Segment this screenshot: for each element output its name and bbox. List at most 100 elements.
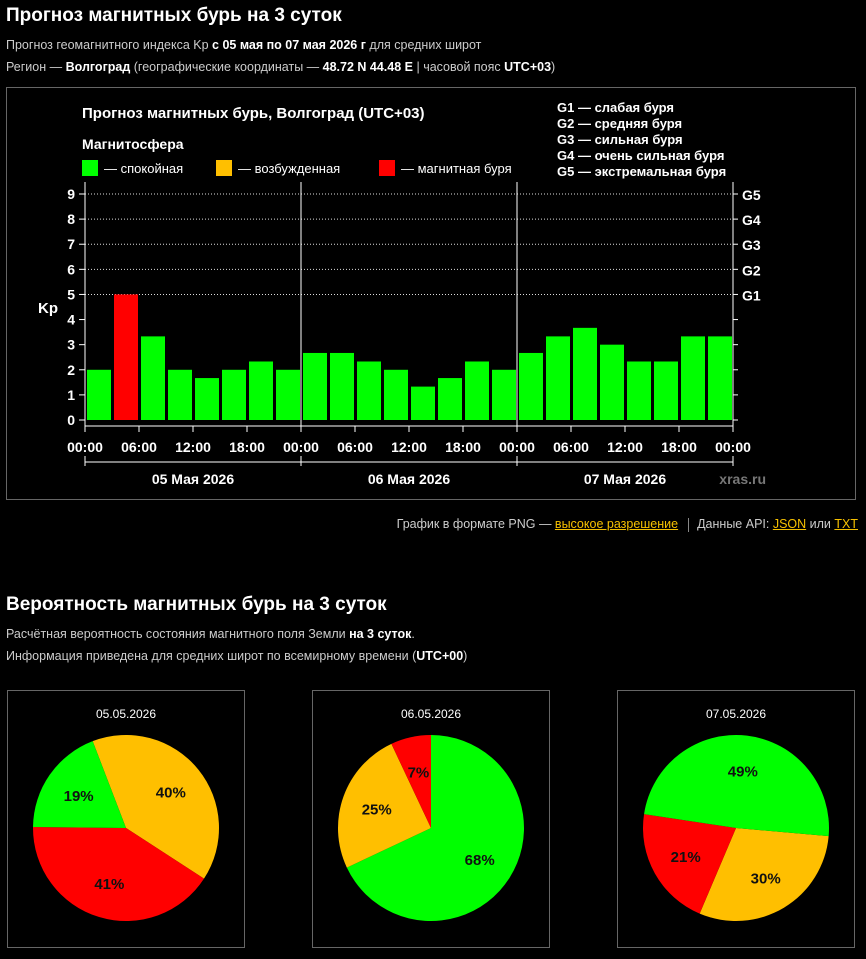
g-legend-item: G1 — слабая буря [557,100,674,115]
x-tick-label: 00:00 [715,439,751,455]
pie-date: 05.05.2026 [95,707,157,721]
pie-slice [33,741,126,828]
g-scale-label: G1 [742,287,761,303]
high-res-link[interactable]: высокое разрешение [554,517,679,531]
y-tick-label: 6 [67,261,75,277]
kp-bar [114,294,138,420]
kp-bar [249,361,273,420]
legend-swatch [379,160,395,176]
png-label: График в формате PNG — [396,517,555,531]
y-tick-label: 9 [67,186,75,202]
timezone: UTC+03 [504,60,552,74]
pie-slice [338,743,431,868]
x-tick-label: 18:00 [229,439,265,455]
legend-label: — магнитная буря [401,161,512,176]
prob-text: ) [463,649,468,663]
y-tick-label: 5 [67,286,75,302]
region-text: (географические координаты — [130,60,323,74]
pie-chart: 68% 25% 7% [338,735,524,921]
page-title: Прогноз магнитных бурь на 3 суток [6,5,342,26]
probability-line-2: Информация приведена для средних широт п… [6,649,467,663]
x-tick-label: 06:00 [337,439,373,455]
kp-bar [546,336,570,420]
kp-bar [141,336,165,420]
pie-label: 40% [156,785,186,802]
kp-chart-svg: Прогноз магнитных бурь, Волгоград (UTC+0… [38,100,766,487]
links-divider [688,517,690,532]
pie-card-day-1: 05.05.2026 40% 41% 19% [7,690,245,948]
kp-bar [303,352,327,420]
prob-period: на 3 суток [349,627,412,641]
kp-bar [654,361,678,420]
json-link[interactable]: JSON [772,517,807,531]
g-legend-item: G5 — экстремальная буря [557,164,726,179]
y-tick-label: 8 [67,211,75,227]
pie-label: 21% [671,849,701,866]
subtitle-text: Прогноз геомагнитного индекса Kp [6,38,213,52]
api-or: или [806,517,835,531]
day-label: 07 Мая 2026 [584,471,666,487]
subtitle-text: для средних широт [365,38,482,52]
probability-line-1: Расчётная вероятность состояния магнитно… [6,627,415,641]
pie-slice [92,735,220,879]
pie-card-day-2: 06.05.2026 68% 25% 7% [312,690,550,948]
pie-slice [699,828,829,921]
legend-swatch [82,160,98,176]
kp-bar [600,344,624,420]
kp-bar [384,369,408,420]
kp-bar [87,369,111,420]
legend-swatch [216,160,232,176]
kp-bar [708,336,732,420]
date-range: с 05 мая по 07 мая 2026 г [212,38,366,52]
prob-text: . [411,627,415,641]
pie-label: 68% [465,852,495,869]
y-tick-label: 4 [67,312,75,328]
watermark: xras.ru [719,471,766,487]
region-text: Регион — [6,60,66,74]
y-tick-label: 0 [67,412,75,428]
x-tick-label: 18:00 [661,439,697,455]
kp-bar [627,361,651,420]
x-tick-label: 12:00 [607,439,643,455]
pie-label: 49% [728,764,758,781]
pie-chart: 40% 41% 19% [33,735,220,921]
pie-slice [643,814,736,914]
txt-link[interactable]: TXT [834,517,858,531]
g-legend-item: G4 — очень сильная буря [557,148,724,163]
kp-bar [492,369,516,420]
x-tick-label: 00:00 [67,439,103,455]
x-tick-label: 00:00 [499,439,535,455]
x-tick-label: 00:00 [283,439,319,455]
pie-label: 30% [751,870,781,887]
pie-label: 41% [94,876,124,893]
prob-timezone: UTC+00 [416,649,464,663]
pie-slice [644,735,829,837]
g-scale-label: G3 [742,237,761,253]
y-tick-label: 2 [67,362,75,378]
api-label: Данные API: [697,517,773,531]
g-legend-item: G3 — сильная буря [557,132,683,147]
x-tick-label: 06:00 [553,439,589,455]
g-scale-label: G2 [742,262,761,278]
kp-bar [411,386,435,420]
y-tick-label: 1 [67,387,75,403]
pie-label: 25% [362,801,392,818]
legend-label: — возбужденная [238,161,340,176]
g-scale-label: G5 [742,187,761,203]
legend-label: — спокойная [104,161,183,176]
kp-bar [438,378,462,420]
pie-label: 19% [64,788,94,805]
kp-bar [168,369,192,420]
region-line: Регион — Волгоград (географические коорд… [6,60,555,74]
legend-title: Магнитосфера [82,136,184,152]
pie-slice [346,735,524,921]
region-name: Волгоград [65,60,131,74]
chart-title: Прогноз магнитных бурь, Волгоград (UTC+0… [82,105,425,122]
x-tick-label: 12:00 [175,439,211,455]
y-axis-label: Kp [38,300,58,317]
x-tick-label: 12:00 [391,439,427,455]
day-label: 05 Мая 2026 [152,471,234,487]
pie-slice [391,735,431,828]
g-legend-item: G2 — средняя буря [557,116,682,131]
kp-bar [573,327,597,420]
